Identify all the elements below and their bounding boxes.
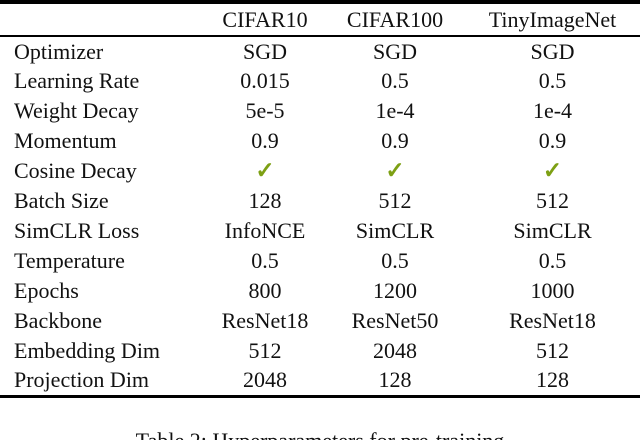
header-col-cifar10: CIFAR10 bbox=[222, 6, 308, 32]
cell-value: SimCLR bbox=[355, 218, 435, 243]
table-row: Backbone ResNet18 ResNet50 ResNet18 bbox=[0, 306, 640, 336]
table-row: Batch Size 128 512 512 bbox=[0, 186, 640, 216]
cell-value: 0.5 bbox=[251, 248, 279, 273]
cell-value: SGD bbox=[242, 38, 287, 64]
row-label: Backbone bbox=[14, 308, 102, 333]
cell-value: ResNet50 bbox=[351, 308, 439, 333]
table-caption: Table 2: Hyperparameters for pre-trainin… bbox=[0, 428, 640, 440]
cell-value: InfoNCE bbox=[224, 218, 306, 243]
cell-value: 0.5 bbox=[538, 68, 567, 93]
row-label: Optimizer bbox=[14, 38, 104, 64]
header-col-tinyimagenet: TinyImageNet bbox=[488, 6, 617, 32]
cell-value: 1000 bbox=[530, 278, 575, 303]
cell-value: 512 bbox=[536, 338, 569, 363]
row-label: Projection Dim bbox=[14, 367, 150, 393]
cell-value: ResNet18 bbox=[221, 308, 309, 333]
row-label: Cosine Decay bbox=[14, 158, 137, 183]
cell-value: 0.5 bbox=[381, 68, 409, 93]
checkmark-icon: ✓ bbox=[542, 158, 563, 183]
table-row: Optimizer SGD SGD SGD bbox=[0, 36, 640, 66]
checkmark-icon: ✓ bbox=[255, 158, 275, 183]
row-label: Temperature bbox=[14, 248, 125, 273]
row-label: SimCLR Loss bbox=[14, 218, 140, 243]
cell-value: 512 bbox=[536, 188, 569, 213]
row-label: Epochs bbox=[14, 278, 79, 303]
table-row: Momentum 0.9 0.9 0.9 bbox=[0, 126, 640, 156]
cell-value: 5e-5 bbox=[245, 98, 285, 123]
cell-value: 2048 bbox=[243, 367, 287, 393]
cell-value: 1200 bbox=[373, 278, 417, 303]
header-row: CIFAR10 CIFAR100 TinyImageNet bbox=[0, 2, 640, 36]
row-label: Momentum bbox=[14, 128, 117, 153]
cell-value: 1e-4 bbox=[375, 98, 415, 123]
cell-value: ResNet18 bbox=[509, 308, 596, 333]
cell-value: 512 bbox=[248, 338, 282, 363]
cell-value: 512 bbox=[378, 188, 412, 213]
cell-value: 0.9 bbox=[538, 128, 567, 153]
cell-value: 128 bbox=[536, 367, 569, 393]
cell-value: 2048 bbox=[373, 338, 417, 363]
cell-value: SGD bbox=[530, 38, 575, 64]
table-row: Temperature 0.5 0.5 0.5 bbox=[0, 246, 640, 276]
table-row: Weight Decay 5e-5 1e-4 1e-4 bbox=[0, 96, 640, 126]
cell-value: 0.5 bbox=[381, 248, 409, 273]
hyperparameter-table: CIFAR10 CIFAR100 TinyImageNet Optimizer S… bbox=[0, 0, 640, 398]
table-row: Epochs 800 1200 1000 bbox=[0, 276, 640, 306]
table-row: SimCLR Loss InfoNCE SimCLR SimCLR bbox=[0, 216, 640, 246]
cell-value: 0.9 bbox=[381, 128, 409, 153]
row-label: Embedding Dim bbox=[14, 338, 161, 363]
cell-value: 128 bbox=[378, 367, 412, 393]
cell-value: 0.5 bbox=[538, 248, 567, 273]
checkmark-icon: ✓ bbox=[385, 158, 405, 183]
cell-value: 128 bbox=[248, 188, 282, 213]
row-label: Batch Size bbox=[14, 188, 109, 213]
header-empty-cell bbox=[0, 2, 205, 36]
cell-value: 1e-4 bbox=[532, 98, 573, 123]
cell-value: 800 bbox=[248, 278, 282, 303]
cell-value: 0.015 bbox=[240, 68, 290, 93]
row-label: Weight Decay bbox=[14, 98, 139, 123]
table-row: Cosine Decay ✓ ✓ ✓ bbox=[0, 156, 640, 186]
cell-value: SimCLR bbox=[513, 218, 592, 243]
cell-value: 0.9 bbox=[251, 128, 279, 153]
header-col-cifar100: CIFAR100 bbox=[346, 6, 444, 32]
table-row: Learning Rate 0.015 0.5 0.5 bbox=[0, 66, 640, 96]
table-row: Projection Dim 2048 128 128 bbox=[0, 366, 640, 396]
table-row: Embedding Dim 512 2048 512 bbox=[0, 336, 640, 366]
row-label: Learning Rate bbox=[14, 68, 140, 93]
cell-value: SGD bbox=[372, 38, 417, 64]
